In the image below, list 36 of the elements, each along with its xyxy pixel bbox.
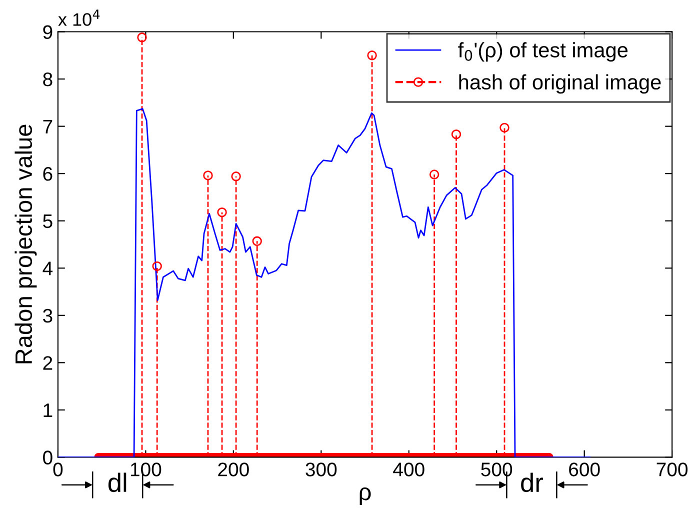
y-tick-label: 2 — [43, 356, 52, 370]
point — [500, 122, 510, 133]
y-axis-title: Radon projection value — [14, 124, 37, 364]
x-tick-label: 100 — [130, 462, 162, 476]
x-tick-label: 0 — [53, 462, 63, 476]
y-tick-label: 5 — [43, 214, 52, 228]
point — [203, 170, 213, 180]
x-tick-label: 300 — [306, 462, 337, 476]
point — [231, 172, 241, 182]
x-tick-label: 700 — [656, 462, 688, 476]
y-tick-label: 1 — [44, 404, 52, 417]
y-tick-label: 0 — [43, 450, 52, 464]
y-tick-label: 4 — [42, 262, 53, 276]
text: x 10$^{4}$ — [58, 10, 100, 26]
point — [367, 50, 377, 60]
annotation: dr — [521, 472, 543, 492]
x-axis-title: ρ — [360, 487, 371, 505]
legend-label: f$_{0}$'(ρ) of test image — [458, 42, 628, 62]
point — [252, 236, 262, 246]
y-tick-label: 8 — [43, 72, 52, 86]
y-tick-label: 3 — [43, 308, 52, 323]
point — [152, 261, 162, 272]
point — [451, 129, 462, 140]
x-tick-label: 600 — [569, 462, 600, 476]
x-tick-label: 200 — [218, 462, 249, 476]
y-tick-label: 9 — [43, 25, 52, 39]
annotation: dl — [108, 472, 126, 492]
x-tick-label: 400 — [393, 462, 424, 476]
x-tick-label: 500 — [481, 462, 512, 476]
point — [217, 207, 227, 218]
line-series — [58, 108, 592, 458]
point — [137, 32, 147, 42]
legend-label: hash of original image — [459, 74, 661, 94]
point — [429, 170, 440, 180]
y-tick-label: 7 — [43, 120, 52, 134]
y-tick-label: 6 — [43, 167, 52, 181]
